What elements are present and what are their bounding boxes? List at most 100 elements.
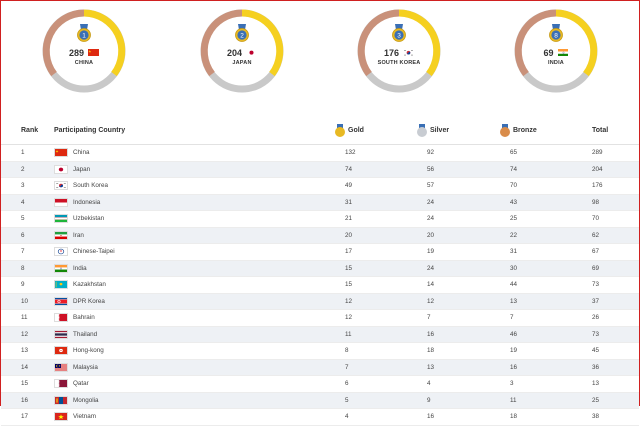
country-name: Uzbekistan — [73, 215, 104, 222]
table-row: 17 Vietnam 4 16 18 38 — [1, 409, 639, 426]
cell-rank: 12 — [1, 331, 51, 338]
cell-total: 25 — [586, 397, 636, 404]
cell-total: 98 — [586, 199, 636, 206]
country-name: Kazakhstan — [73, 281, 106, 288]
cell-silver: 14 — [413, 281, 496, 288]
header-silver-label: Silver — [430, 127, 449, 134]
header-bronze: Bronze — [496, 124, 586, 136]
cell-silver: 24 — [413, 265, 496, 272]
cell-total: 69 — [586, 265, 636, 272]
cell-country: Vietnam — [51, 412, 331, 421]
cell-total: 73 — [586, 281, 636, 288]
cell-bronze: 3 — [496, 380, 586, 387]
cell-bronze: 65 — [496, 149, 586, 156]
table-row: 7 Chinese-Taipei 17 19 31 67 — [1, 244, 639, 261]
cell-rank: 11 — [1, 314, 51, 321]
cell-total: 176 — [586, 182, 636, 189]
country-name: Iran — [73, 232, 84, 239]
japan-flag-icon — [54, 165, 68, 174]
summary-ring-china: 1 289 CHINA — [41, 8, 127, 94]
table-row: 16 Mongolia 5 9 11 25 — [1, 393, 639, 410]
country-name: South Korea — [73, 182, 108, 189]
cell-rank: 14 — [1, 364, 51, 371]
cell-total: 62 — [586, 232, 636, 239]
qatar-flag-icon — [54, 379, 68, 388]
cell-bronze: 46 — [496, 331, 586, 338]
hong-kong-flag-icon — [54, 346, 68, 355]
bronze-medal-icon — [500, 124, 510, 136]
iran-flag-icon — [54, 231, 68, 240]
table-row: 3 South Korea 49 57 70 176 — [1, 178, 639, 195]
cell-total: 38 — [586, 413, 636, 420]
bahrain-flag-icon — [54, 313, 68, 322]
summary-ring-south-korea: 3 176 SOUTH KOREA — [356, 8, 442, 94]
summary-total: 204 — [199, 48, 285, 58]
country-name: China — [73, 149, 89, 156]
cell-country: Iran — [51, 231, 331, 240]
cell-bronze: 19 — [496, 347, 586, 354]
country-name: India — [73, 265, 87, 272]
cell-total: 67 — [586, 248, 636, 255]
table-row: 5 Uzbekistan 21 24 25 70 — [1, 211, 639, 228]
cell-gold: 31 — [331, 199, 413, 206]
summary-country: SOUTH KOREA — [356, 60, 442, 66]
cell-silver: 19 — [413, 248, 496, 255]
summary-total-value: 204 — [227, 48, 242, 58]
cell-bronze: 13 — [496, 298, 586, 305]
country-name: Qatar — [73, 380, 89, 387]
cell-rank: 8 — [1, 265, 51, 272]
china-flag-icon — [88, 49, 99, 57]
cell-gold: 21 — [331, 215, 413, 222]
uzbekistan-flag-icon — [54, 214, 68, 223]
country-name: Chinese-Taipei — [73, 248, 115, 255]
cell-bronze: 22 — [496, 232, 586, 239]
medal-table: Rank Participating Country Gold Silver B… — [1, 116, 639, 426]
summary-ring-india: 8 69 INDIA — [513, 8, 599, 94]
table-row: 15 Qatar 6 4 3 13 — [1, 376, 639, 393]
cell-silver: 24 — [413, 215, 496, 222]
cell-gold: 6 — [331, 380, 413, 387]
summary-total: 69 — [513, 48, 599, 58]
cell-bronze: 70 — [496, 182, 586, 189]
rank-medal-icon: 3 — [390, 24, 408, 42]
cell-total: 45 — [586, 347, 636, 354]
table-row: 2 Japan 74 56 74 204 — [1, 162, 639, 179]
rank-medal-icon: 2 — [233, 24, 251, 42]
summary-country: JAPAN — [199, 60, 285, 66]
cell-country: India — [51, 264, 331, 273]
cell-total: 70 — [586, 215, 636, 222]
cell-gold: 12 — [331, 314, 413, 321]
cell-bronze: 18 — [496, 413, 586, 420]
cell-country: Malaysia — [51, 363, 331, 372]
medal-summary: 1 289 CHINA 2 204 JAPAN — [1, 1, 639, 111]
cell-bronze: 25 — [496, 215, 586, 222]
cell-total: 204 — [586, 166, 636, 173]
cell-country: Mongolia — [51, 396, 331, 405]
cell-total: 13 — [586, 380, 636, 387]
table-row: 10 DPR Korea 12 12 13 37 — [1, 294, 639, 311]
dpr-korea-flag-icon — [54, 297, 68, 306]
header-total: Total — [586, 127, 636, 134]
south-korea-flag-icon — [54, 181, 68, 190]
cell-silver: 92 — [413, 149, 496, 156]
cell-gold: 12 — [331, 298, 413, 305]
country-name: Bahrain — [73, 314, 95, 321]
malaysia-flag-icon — [54, 363, 68, 372]
cell-bronze: 11 — [496, 397, 586, 404]
cell-gold: 5 — [331, 397, 413, 404]
cell-gold: 7 — [331, 364, 413, 371]
cell-country: Indonesia — [51, 198, 331, 207]
cell-bronze: 43 — [496, 199, 586, 206]
cell-silver: 9 — [413, 397, 496, 404]
cell-gold: 4 — [331, 413, 413, 420]
cell-silver: 16 — [413, 413, 496, 420]
cell-country: Japan — [51, 165, 331, 174]
country-name: DPR Korea — [73, 298, 105, 305]
indonesia-flag-icon — [54, 198, 68, 207]
cell-rank: 4 — [1, 199, 51, 206]
cell-gold: 20 — [331, 232, 413, 239]
cell-bronze: 44 — [496, 281, 586, 288]
header-gold: Gold — [331, 124, 413, 136]
cell-rank: 13 — [1, 347, 51, 354]
cell-rank: 2 — [1, 166, 51, 173]
